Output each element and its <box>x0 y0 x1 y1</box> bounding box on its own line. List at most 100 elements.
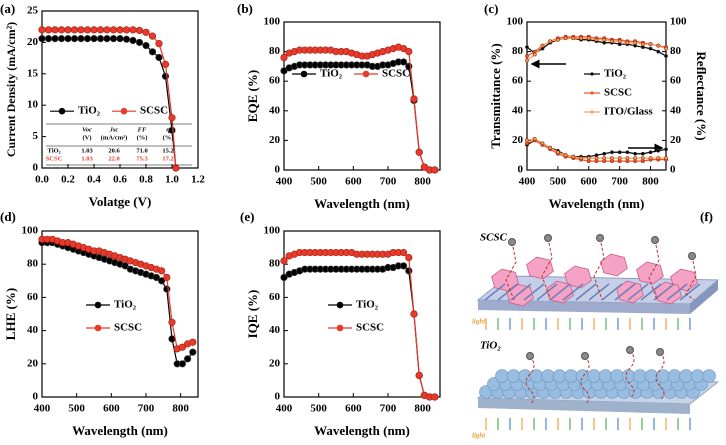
marker <box>142 28 150 36</box>
legend-marker <box>94 324 102 332</box>
marker <box>152 273 160 282</box>
marker <box>189 338 197 346</box>
x-tick-label: 700 <box>380 176 397 188</box>
x-tick-label: 700 <box>611 176 628 188</box>
plot-frame <box>526 21 667 171</box>
x-axis-title: Volatge (V) <box>89 194 152 209</box>
marker <box>617 156 622 161</box>
table-unit: (V) <box>82 134 91 141</box>
fiber <box>640 283 662 301</box>
particle <box>541 369 555 383</box>
y-tick-label: 15 <box>27 67 39 79</box>
marker <box>410 95 418 103</box>
particle <box>506 369 521 383</box>
marker <box>610 39 614 44</box>
table-header: FF <box>138 126 147 133</box>
y-tick-label: 20 <box>27 36 39 48</box>
table-header: Jsc <box>109 126 119 133</box>
x-tick-label: 800 <box>642 176 659 188</box>
fiber <box>679 283 701 301</box>
legend-label: ITO/Glass <box>604 106 653 118</box>
panel-label: (e) <box>240 209 254 224</box>
electron <box>581 352 589 360</box>
fiber <box>484 283 506 301</box>
table-cell: 22.0 <box>108 155 119 162</box>
marker <box>168 114 176 122</box>
legend-label: SCSC <box>114 322 142 334</box>
fiber <box>666 283 688 301</box>
x-tick-label: 700 <box>138 403 155 415</box>
marker <box>189 348 197 356</box>
x-tick-label: 800 <box>414 176 431 188</box>
table-cell: 75.3 <box>136 155 148 162</box>
x-tick-label: 800 <box>414 403 431 415</box>
marker <box>548 145 553 150</box>
fiber <box>627 283 649 301</box>
marker <box>579 156 583 161</box>
scsc-layer-side <box>690 280 718 314</box>
y-tick-label: 100 <box>22 225 39 237</box>
particle <box>495 369 509 383</box>
marker <box>594 37 599 42</box>
marker <box>633 40 638 45</box>
marker <box>122 26 131 34</box>
marker <box>405 267 413 275</box>
table-unit: (mA/cm²) <box>101 134 128 141</box>
marker <box>648 150 653 155</box>
marker <box>656 43 661 48</box>
x-tick-label: 1.2 <box>191 174 205 186</box>
x-tick-label: 600 <box>581 176 598 188</box>
marker <box>178 360 186 368</box>
y-tick-label: 20 <box>512 134 524 146</box>
marker <box>135 38 144 47</box>
x-tick-label: 400 <box>276 176 293 188</box>
legend-marker <box>362 70 370 78</box>
x-tick-label: 0.8 <box>139 174 153 186</box>
electron-path <box>580 355 590 405</box>
plot-frame <box>41 230 199 398</box>
y2-tick-label: 0 <box>670 164 676 176</box>
y-tick-label: 0 <box>275 164 281 176</box>
y-tick-label: 80 <box>269 45 281 57</box>
table-unit: (%) <box>163 134 174 141</box>
table-unit: (%) <box>137 134 148 141</box>
marker <box>280 257 288 265</box>
electron-path <box>593 237 605 301</box>
marker <box>280 273 288 282</box>
marker <box>57 26 66 34</box>
fiber <box>510 283 532 301</box>
x-tick-label: 600 <box>345 176 362 188</box>
table-cell: 15.2 <box>162 147 173 154</box>
particle <box>587 369 601 383</box>
y2-tick-label: 100 <box>670 16 687 28</box>
marker <box>83 35 92 43</box>
table-cell: 20.6 <box>108 147 120 154</box>
marker <box>103 26 111 34</box>
plot-frame <box>283 21 441 171</box>
marker <box>172 164 180 172</box>
electron-path <box>505 241 517 301</box>
particle <box>518 369 532 383</box>
marker <box>83 26 92 34</box>
scsc-layer-front <box>478 300 690 314</box>
x-tick-label: 400 <box>519 176 536 188</box>
marker <box>135 26 144 35</box>
y2-tick-label: 40 <box>670 104 682 116</box>
marker <box>664 54 668 58</box>
illustration: (f) SCSC TiO₂ light light <box>472 209 720 440</box>
legend-marker <box>590 91 594 95</box>
x-axis-title: Wavelength (nm) <box>72 423 168 438</box>
marker <box>656 148 661 153</box>
particle <box>690 369 705 383</box>
y-tick-label: 100 <box>264 16 281 28</box>
marker <box>155 40 163 48</box>
x-tick-label: 800 <box>172 403 189 415</box>
marker <box>158 267 166 275</box>
y-tick-label: 20 <box>269 134 281 146</box>
tio2-layer-front <box>478 398 690 414</box>
marker <box>586 156 591 161</box>
table-header: η <box>166 126 170 133</box>
plot-frame <box>41 10 199 169</box>
marker <box>525 138 529 143</box>
electron <box>526 352 534 360</box>
